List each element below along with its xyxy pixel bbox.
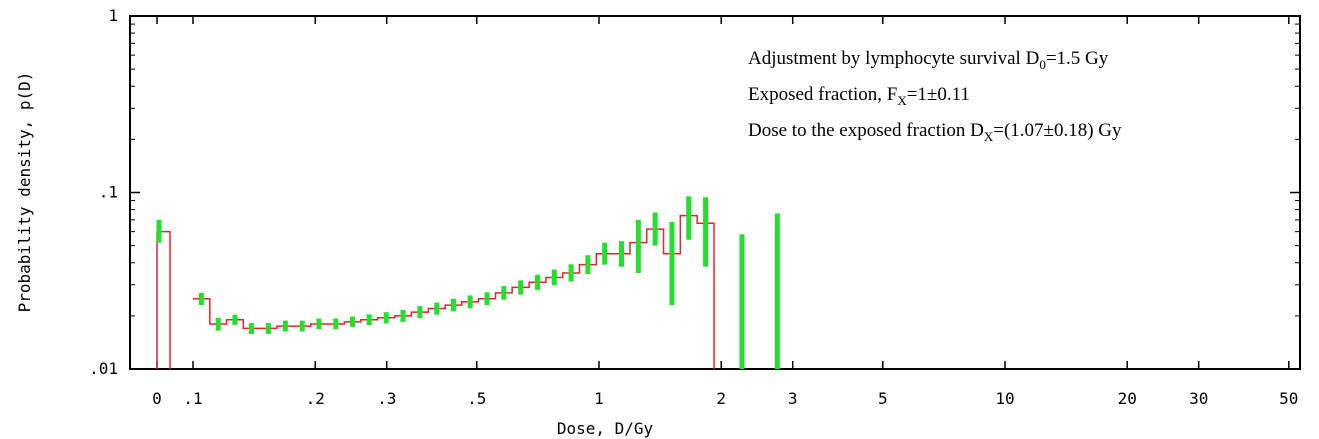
x-tick-label: 50 bbox=[1279, 389, 1298, 408]
annotation-dose-exposed-tail: =(1.07±0.18) Gy bbox=[993, 120, 1122, 141]
y-tick-label: .01 bbox=[89, 359, 118, 378]
annotation-adjustment-main: Adjustment by lymphocyte survival D bbox=[748, 48, 1039, 69]
annotation-adjustment-tail: =1.5 Gy bbox=[1046, 48, 1109, 69]
y-axis-ticks: 1 .1 .01 bbox=[89, 6, 1300, 378]
histogram-step-line bbox=[193, 214, 715, 369]
annotation-exposed-fraction-main: Exposed fraction, F bbox=[748, 84, 897, 105]
x-axis-label: Dose, D/Gy bbox=[557, 419, 654, 438]
x-axis-ticks: 0 .1 .2 .3 .5 1 2 3 5 10 20 30 50 bbox=[152, 16, 1298, 408]
histogram-series bbox=[156, 214, 715, 369]
x-tick-label: 10 bbox=[995, 389, 1014, 408]
y-axis-label: Probability density, p(D) bbox=[15, 72, 34, 313]
errorbar-series bbox=[156, 196, 780, 369]
annotation-dose-exposed-main: Dose to the exposed fraction D bbox=[748, 120, 984, 141]
annotation-exposed-fraction-tail: =1±0.11 bbox=[907, 84, 970, 105]
annotation-exposed-fraction: Exposed fraction, FX=1±0.11 bbox=[748, 84, 970, 108]
x-tick-label: 0 bbox=[152, 389, 162, 408]
x-tick-label: 2 bbox=[716, 389, 726, 408]
annotation-adjustment-sub: 0 bbox=[1039, 57, 1046, 72]
x-tick-label: .5 bbox=[467, 389, 486, 408]
x-tick-label: .2 bbox=[306, 389, 325, 408]
y-tick-label: 1 bbox=[108, 6, 118, 25]
x-tick-label: .3 bbox=[377, 389, 396, 408]
annotation-dose-exposed: Dose to the exposed fraction DX=(1.07±0.… bbox=[748, 120, 1122, 144]
annotation-block: Adjustment by lymphocyte survival D0=1.5… bbox=[748, 48, 1122, 144]
x-tick-label: 3 bbox=[788, 389, 798, 408]
x-tick-label: 5 bbox=[878, 389, 888, 408]
zero-dose-bin bbox=[156, 230, 171, 369]
plot-frame bbox=[129, 15, 1301, 370]
x-tick-label: .1 bbox=[183, 389, 202, 408]
annotation-dose-exposed-sub: X bbox=[984, 129, 994, 144]
x-tick-label: 1 bbox=[594, 389, 604, 408]
x-tick-label: 20 bbox=[1118, 389, 1137, 408]
x-tick-label: 30 bbox=[1189, 389, 1208, 408]
annotation-adjustment: Adjustment by lymphocyte survival D0=1.5… bbox=[748, 48, 1109, 72]
y-tick-label: .1 bbox=[99, 183, 118, 202]
annotation-exposed-fraction-sub: X bbox=[897, 93, 907, 108]
